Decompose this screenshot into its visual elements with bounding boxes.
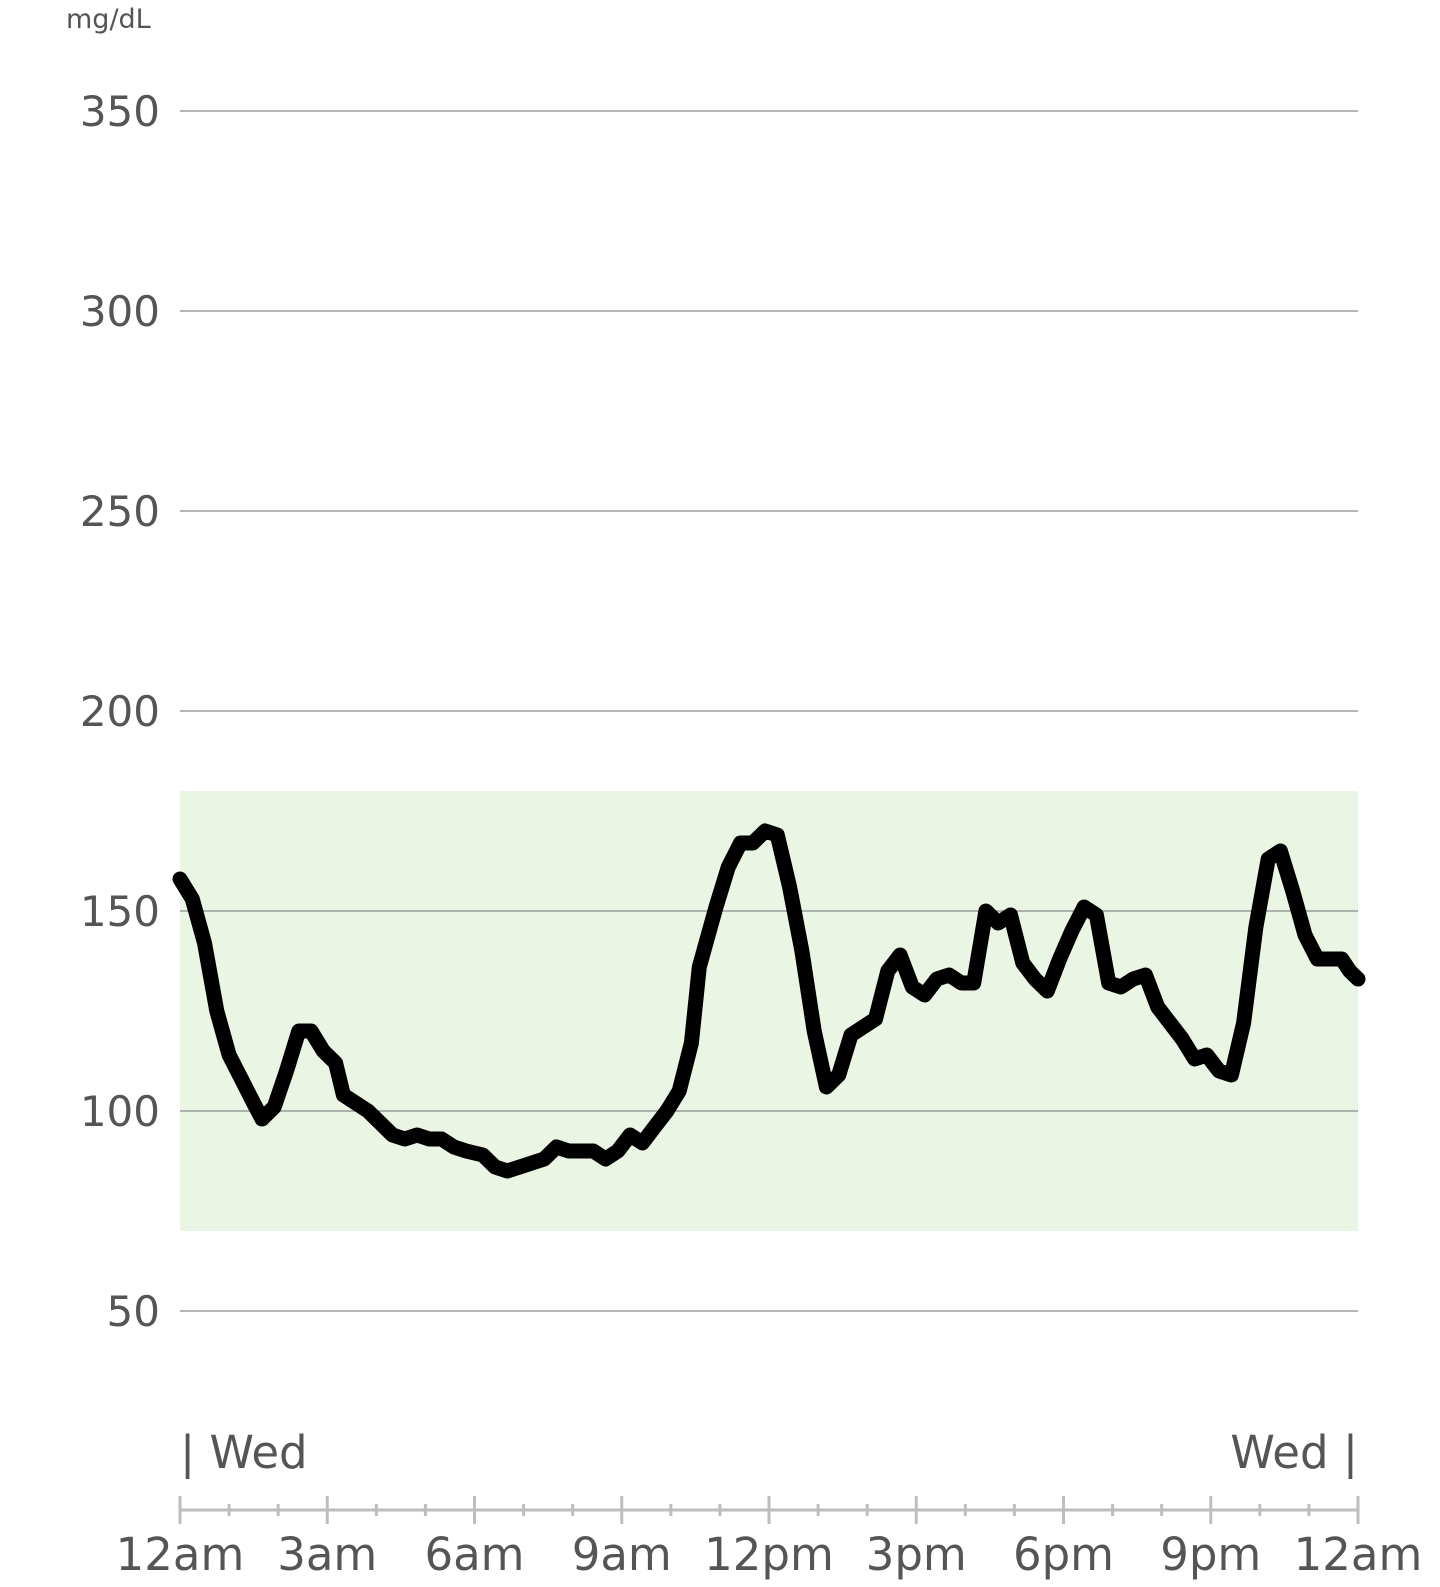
x-tick-label-7: 9pm: [1160, 1528, 1261, 1581]
y-tick-label-100: 100: [80, 1087, 160, 1136]
x-tick-label-8: 12am: [1294, 1528, 1423, 1581]
x-tick-label-2: 6am: [424, 1528, 524, 1581]
x-tick-label-1: 3am: [277, 1528, 377, 1581]
x-tick-label-3: 9am: [572, 1528, 672, 1581]
day-marker-end: Wed |: [1230, 1426, 1358, 1479]
y-tick-label-150: 150: [80, 887, 160, 936]
x-axis-labels: 12am 3am 6am 9am 12pm 3pm 6pm 9pm 12am: [116, 1528, 1423, 1581]
y-tick-label-50: 50: [107, 1287, 160, 1336]
y-tick-label-250: 250: [80, 487, 160, 536]
unit-label: mg/dL: [66, 4, 151, 35]
x-tick-label-4: 12pm: [704, 1528, 834, 1581]
y-axis-labels: 350 300 250 200 150 100 50: [80, 87, 160, 1336]
y-tick-label-350: 350: [80, 87, 160, 136]
y-tick-label-200: 200: [80, 687, 160, 736]
y-tick-label-300: 300: [80, 287, 160, 336]
x-tick-label-5: 3pm: [866, 1528, 967, 1581]
x-axis-ticks: [178, 1496, 1360, 1524]
day-marker-start: | Wed: [180, 1426, 308, 1479]
glucose-series-line: [172, 823, 1366, 1179]
x-tick-label-6: 6pm: [1013, 1528, 1114, 1581]
target-range-band: [180, 791, 1358, 1231]
x-tick-label-0: 12am: [116, 1528, 245, 1581]
